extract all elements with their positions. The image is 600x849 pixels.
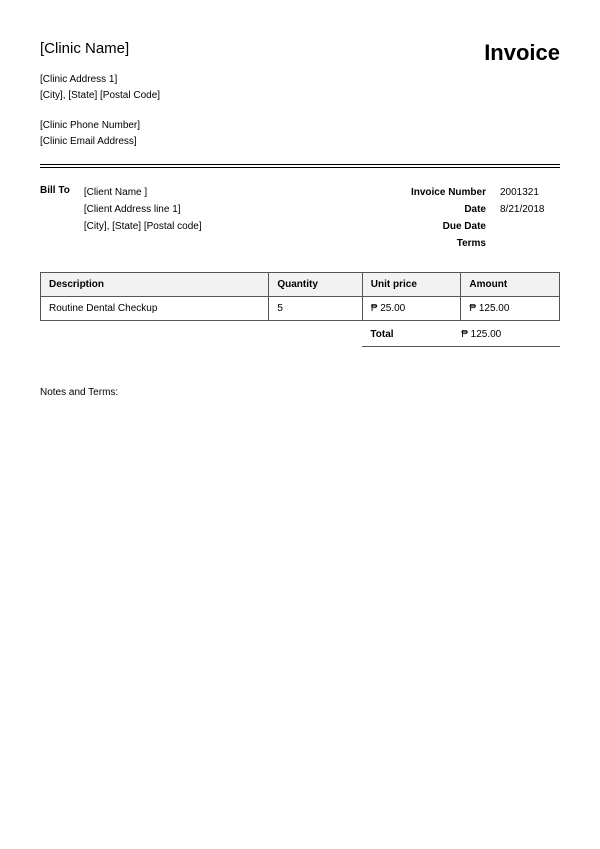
clinic-city-state-postal: [City], [State] [Postal Code] — [40, 88, 560, 104]
due-date-label: Due Date — [386, 218, 486, 235]
col-header-unit-price: Unit price — [362, 273, 461, 297]
terms-value — [500, 235, 560, 252]
date-label: Date — [386, 201, 486, 218]
clinic-address-1: [Clinic Address 1] — [40, 72, 560, 88]
table-row: Routine Dental Checkup 5 ₱ 25.00 ₱ 125.0… — [41, 297, 560, 321]
cell-amount: ₱ 125.00 — [461, 297, 560, 321]
section-divider — [40, 164, 560, 168]
invoice-number-value: 2001321 — [500, 184, 560, 201]
clinic-name: [Clinic Name] — [40, 40, 129, 57]
cell-quantity: 5 — [269, 297, 362, 321]
client-address-1: [Client Address line 1] — [84, 201, 202, 218]
clinic-email: [Clinic Email Address] — [40, 134, 560, 150]
notes-and-terms-label: Notes and Terms: — [40, 387, 560, 398]
total-row: Total ₱ 125.00 — [40, 323, 560, 347]
clinic-phone: [Clinic Phone Number] — [40, 118, 560, 134]
total-value: ₱ 125.00 — [461, 329, 552, 340]
invoice-number-label: Invoice Number — [386, 184, 486, 201]
client-name: [Client Name ] — [84, 184, 202, 201]
clinic-contact-block: [Clinic Phone Number] [Clinic Email Addr… — [40, 118, 560, 150]
bill-to-label: Bill To — [40, 184, 70, 252]
line-items-table: Description Quantity Unit price Amount R… — [40, 272, 560, 321]
due-date-value — [500, 218, 560, 235]
invoice-title: Invoice — [484, 40, 560, 66]
col-header-quantity: Quantity — [269, 273, 362, 297]
date-value: 8/21/2018 — [500, 201, 560, 218]
cell-unit-price: ₱ 25.00 — [362, 297, 461, 321]
cell-description: Routine Dental Checkup — [41, 297, 269, 321]
total-label: Total — [370, 329, 461, 340]
invoice-meta-block: Invoice Number 2001321 Date 8/21/2018 Du… — [386, 184, 560, 252]
col-header-description: Description — [41, 273, 269, 297]
terms-label: Terms — [386, 235, 486, 252]
col-header-amount: Amount — [461, 273, 560, 297]
client-city-state-postal: [City], [State] [Postal code] — [84, 218, 202, 235]
clinic-address-block: [Clinic Address 1] [City], [State] [Post… — [40, 72, 560, 104]
bill-to-block: Bill To [Client Name ] [Client Address l… — [40, 184, 202, 252]
